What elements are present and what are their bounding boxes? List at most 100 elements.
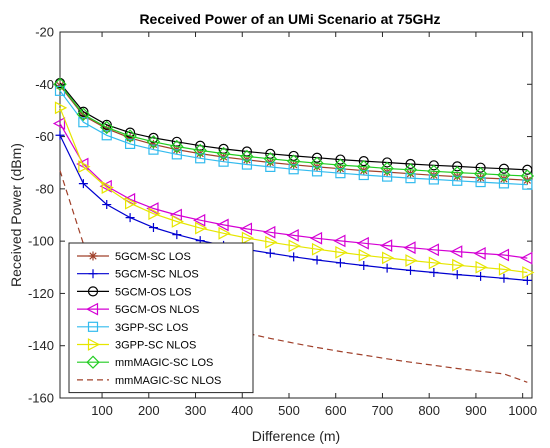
series-3gpp-sc-los xyxy=(54,85,533,190)
data-point xyxy=(146,135,161,149)
x-tick-label: 700 xyxy=(372,403,394,418)
series-line xyxy=(59,107,528,274)
y-tick-label: -80 xyxy=(35,181,54,196)
data-point xyxy=(239,222,253,236)
data-point xyxy=(123,129,137,143)
data-point xyxy=(498,178,510,189)
data-point xyxy=(522,275,532,285)
data-point xyxy=(311,242,325,256)
data-point xyxy=(87,321,99,332)
legend-label: mmMAGIC-SC LOS xyxy=(115,357,213,369)
data-point xyxy=(241,159,253,170)
y-axis-label: Received Power (dBm) xyxy=(8,143,24,287)
data-point xyxy=(85,302,99,316)
y-tick-label: -40 xyxy=(35,77,54,92)
data-point xyxy=(522,179,533,190)
x-tick-label: 600 xyxy=(325,403,347,418)
data-point xyxy=(380,161,394,176)
data-point xyxy=(195,153,206,164)
data-point xyxy=(263,152,277,166)
data-point xyxy=(356,236,369,250)
y-tick-label: -20 xyxy=(35,25,54,40)
data-point xyxy=(473,247,486,260)
data-point xyxy=(124,196,138,210)
data-point xyxy=(450,165,464,180)
data-point xyxy=(86,355,100,369)
data-point xyxy=(498,262,512,276)
data-point xyxy=(312,255,322,265)
data-point xyxy=(195,221,208,235)
data-point xyxy=(76,107,91,122)
data-point xyxy=(171,149,182,160)
legend-label: 3GPP-SC LOS xyxy=(115,322,188,334)
series-layer xyxy=(52,77,535,383)
data-point xyxy=(55,81,65,91)
series-line xyxy=(59,83,528,177)
data-point xyxy=(403,163,418,177)
data-point xyxy=(122,192,136,206)
data-point xyxy=(170,139,184,154)
axis-ticks: 100 200 300 400 500 600 700 800 900 1000 -160 -140 -… xyxy=(28,25,537,419)
data-point xyxy=(310,156,324,170)
data-point xyxy=(498,163,510,174)
data-point xyxy=(216,146,231,161)
data-point xyxy=(496,248,510,262)
data-point xyxy=(52,117,66,130)
data-point xyxy=(102,200,112,210)
data-point xyxy=(428,174,439,185)
data-point xyxy=(78,160,91,174)
data-point xyxy=(452,175,463,186)
data-point xyxy=(78,179,88,189)
x-tick-label: 100 xyxy=(91,403,113,418)
data-point xyxy=(193,213,206,227)
data-point xyxy=(148,207,161,221)
data-point xyxy=(87,286,99,297)
x-tick-label: 300 xyxy=(185,403,207,418)
data-point xyxy=(87,338,101,351)
data-point xyxy=(76,157,89,171)
data-point xyxy=(193,143,207,158)
legend: 5GCM-SC LOS 5GCM-SC NLOS 5GCM-OS LOS 5GCM-O… xyxy=(68,242,254,394)
data-point xyxy=(335,258,345,268)
data-point xyxy=(382,251,395,265)
legend-label: 3GPP-SC NLOS xyxy=(115,340,196,352)
legend-label: mmMAGIC-SC NLOS xyxy=(115,375,221,387)
data-point xyxy=(452,161,463,172)
data-point xyxy=(358,169,369,181)
data-point xyxy=(522,164,533,175)
data-point xyxy=(78,117,89,128)
series-line xyxy=(59,90,528,186)
data-point xyxy=(88,269,98,279)
legend-label: 5GCM-SC NLOS xyxy=(115,269,199,281)
data-point xyxy=(101,181,114,194)
data-point xyxy=(359,260,369,270)
data-point xyxy=(405,173,416,184)
data-point xyxy=(522,266,535,279)
data-point xyxy=(146,202,159,215)
data-point xyxy=(53,77,67,91)
data-point xyxy=(335,168,346,179)
data-point xyxy=(148,223,158,233)
data-point xyxy=(335,154,346,165)
x-tick-label: 500 xyxy=(278,403,300,418)
series-mmmagic-sc-los xyxy=(53,77,535,183)
legend-box xyxy=(68,242,254,394)
chart-title: Received Power of an UMi Scenario at 75G… xyxy=(139,11,440,27)
data-point xyxy=(382,263,392,273)
data-point xyxy=(216,218,229,232)
data-point xyxy=(218,156,229,167)
data-point xyxy=(286,229,299,242)
data-point xyxy=(148,139,158,149)
y-tick-label: -60 xyxy=(35,129,54,144)
data-point xyxy=(520,169,535,183)
y-tick-label: -160 xyxy=(28,391,54,406)
legend-label: 5GCM-OS NLOS xyxy=(115,304,199,316)
data-point xyxy=(124,127,136,138)
data-point xyxy=(265,235,278,249)
data-point xyxy=(54,101,68,115)
data-point xyxy=(240,149,254,164)
data-point xyxy=(101,130,112,141)
data-point xyxy=(382,171,393,182)
data-point xyxy=(124,138,136,149)
